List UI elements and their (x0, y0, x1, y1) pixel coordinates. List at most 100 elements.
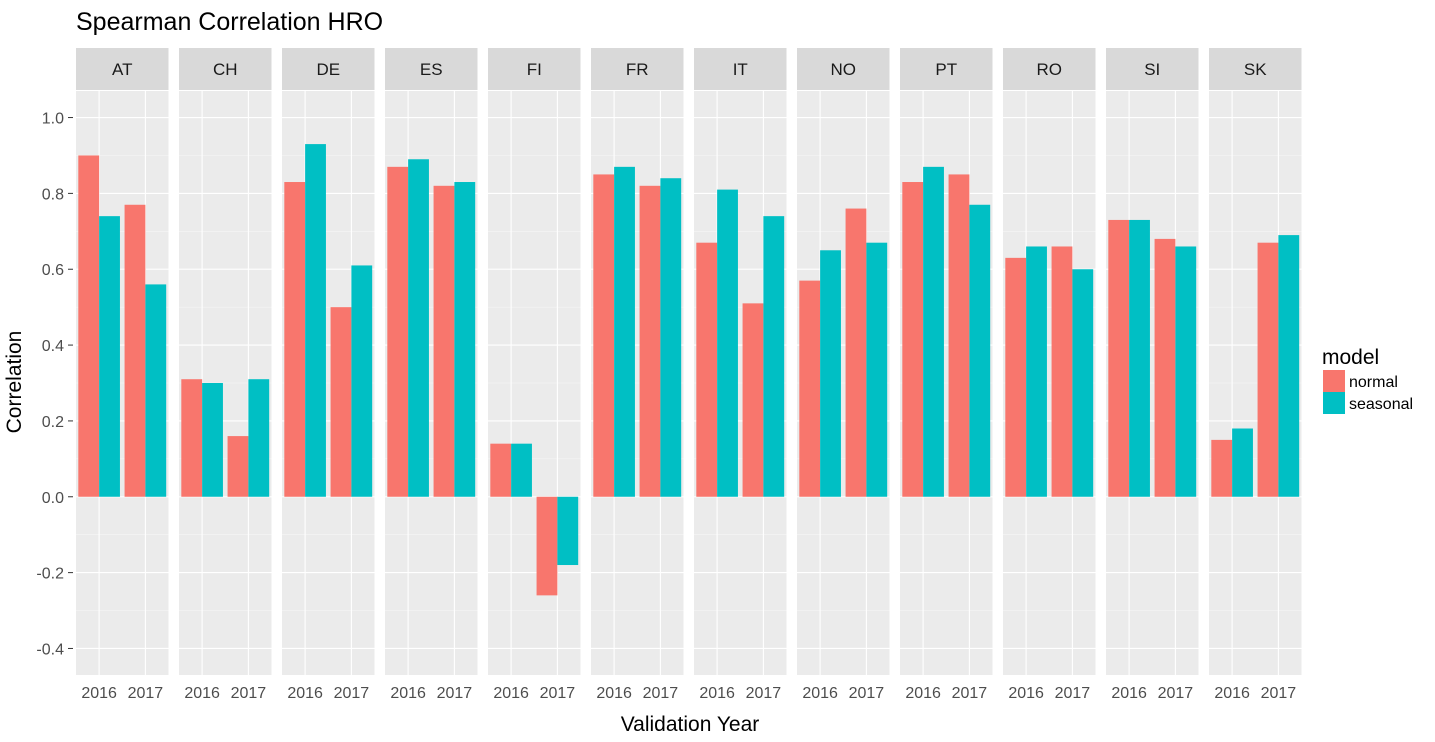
bar-de-2017-seasonal (351, 265, 373, 497)
x-tick-label: 2016 (493, 685, 529, 702)
facet-strip (179, 48, 272, 90)
chart-title: Spearman Correlation HRO (76, 8, 383, 36)
y-axis: -0.4 -0.2 0.0 0.2 0.4 0.6 0.8 1.0 (36, 111, 73, 658)
bar-it-2017-normal (742, 303, 764, 497)
facet-panel-it: IT 2016 2017 (694, 48, 787, 702)
facet-strip (385, 48, 478, 90)
legend: model normal seasonal (1322, 346, 1413, 414)
legend-label-seasonal: seasonal (1349, 396, 1413, 413)
x-tick-label: 2017 (746, 685, 782, 702)
bar-ch-2017-seasonal (248, 379, 270, 497)
x-tick-label: 2016 (287, 685, 323, 702)
bar-fi-2017-seasonal (557, 496, 579, 566)
facet-strip (1106, 48, 1199, 90)
facet-strip-label: CH (213, 60, 238, 79)
x-tick-label: 2017 (952, 685, 988, 702)
facet-strip-label: PT (935, 60, 957, 79)
bar-at-2016-seasonal (99, 216, 120, 497)
bar-sk-2016-seasonal (1232, 428, 1253, 497)
bar-no-2016-normal (799, 280, 821, 497)
bar-it-2017-seasonal (763, 216, 785, 497)
facet-panel-sk: SK 2016 2017 (1209, 48, 1302, 702)
bar-pt-2017-seasonal (969, 204, 991, 497)
facet-strip (1003, 48, 1096, 90)
facet-panel-es: ES 2016 2017 (385, 48, 478, 702)
bar-ro-2017-seasonal (1072, 269, 1094, 497)
bar-ro-2016-seasonal (1026, 246, 1047, 497)
bar-si-2017-normal (1154, 238, 1176, 497)
facet-strip (694, 48, 787, 90)
bar-fr-2016-normal (593, 174, 615, 497)
facet-panel-si: SI 2016 2017 (1106, 48, 1199, 702)
y-tick-label: 0.8 (42, 186, 64, 203)
x-tick-label: 2016 (802, 685, 838, 702)
facet-strip (797, 48, 890, 90)
bar-it-2016-seasonal (717, 189, 738, 497)
x-tick-label: 2017 (128, 685, 164, 702)
facet-strip-label: FI (527, 60, 542, 79)
facet-strip (900, 48, 993, 90)
x-axis-title: Validation Year (621, 713, 760, 736)
bar-sk-2017-normal (1257, 242, 1279, 497)
bar-no-2017-seasonal (866, 242, 888, 497)
x-tick-label: 2016 (1008, 685, 1044, 702)
x-tick-label: 2016 (81, 685, 117, 702)
x-tick-label: 2016 (390, 685, 426, 702)
bar-at-2017-normal (124, 204, 146, 497)
bar-de-2016-seasonal (305, 144, 326, 497)
bar-ch-2017-normal (227, 436, 249, 497)
y-tick-label: 0.4 (42, 338, 64, 355)
bar-pt-2017-normal (948, 174, 970, 497)
legend-label-normal: normal (1349, 374, 1398, 391)
facet-strip-label: FR (626, 60, 649, 79)
bar-pt-2016-seasonal (923, 166, 944, 497)
bar-si-2017-seasonal (1175, 246, 1197, 497)
bar-es-2017-seasonal (454, 182, 476, 497)
bar-pt-2016-normal (902, 182, 924, 497)
facet-panel-pt: PT 2016 2017 (900, 48, 993, 702)
bar-si-2016-normal (1108, 219, 1130, 497)
bar-at-2016-normal (78, 155, 100, 497)
x-tick-label: 2017 (1158, 685, 1194, 702)
y-tick-label: 0.2 (42, 414, 64, 431)
facet-panel-fi: FI 2016 2017 (488, 48, 581, 702)
x-tick-label: 2017 (1261, 685, 1297, 702)
facet-strip-label: NO (831, 60, 857, 79)
bar-es-2016-seasonal (408, 159, 429, 497)
bar-ro-2016-normal (1005, 257, 1027, 497)
bar-no-2017-normal (845, 208, 867, 497)
bar-fr-2016-seasonal (614, 166, 635, 497)
y-tick-label: -0.4 (36, 641, 64, 658)
bar-sk-2017-seasonal (1278, 235, 1300, 497)
x-tick-label: 2017 (643, 685, 679, 702)
x-tick-label: 2017 (231, 685, 267, 702)
x-tick-label: 2016 (1214, 685, 1250, 702)
bar-at-2017-seasonal (145, 284, 167, 497)
facet-strip-label: SK (1244, 60, 1267, 79)
bar-fi-2016-seasonal (511, 443, 532, 497)
facet-strip-label: ES (420, 60, 443, 79)
facet-panel-at: AT 2016 2017 (76, 48, 169, 702)
facet-strip (1209, 48, 1302, 90)
facet-strip (591, 48, 684, 90)
facet-panels: AT 2016 2017 CH 2016 2017 DE 2016 2017 ES 2016 2017… (76, 48, 1302, 702)
bar-fr-2017-seasonal (660, 178, 682, 497)
x-tick-label: 2016 (1111, 685, 1147, 702)
y-tick-label: 0.0 (42, 490, 64, 507)
y-axis-title: Correlation (3, 331, 26, 434)
bar-de-2016-normal (284, 182, 306, 497)
facet-strip (488, 48, 581, 90)
bar-no-2016-seasonal (820, 250, 841, 497)
bar-ch-2016-seasonal (202, 383, 223, 497)
legend-title: model (1322, 346, 1379, 369)
bar-fi-2016-normal (490, 443, 512, 497)
bar-es-2017-normal (433, 185, 455, 497)
x-tick-label: 2016 (905, 685, 941, 702)
bar-ch-2016-normal (181, 379, 203, 497)
legend-key-seasonal (1323, 392, 1345, 414)
facet-strip-label: RO (1037, 60, 1063, 79)
facet-panel-no: NO 2016 2017 (797, 48, 890, 702)
bar-sk-2016-normal (1211, 439, 1233, 497)
x-tick-label: 2017 (334, 685, 370, 702)
